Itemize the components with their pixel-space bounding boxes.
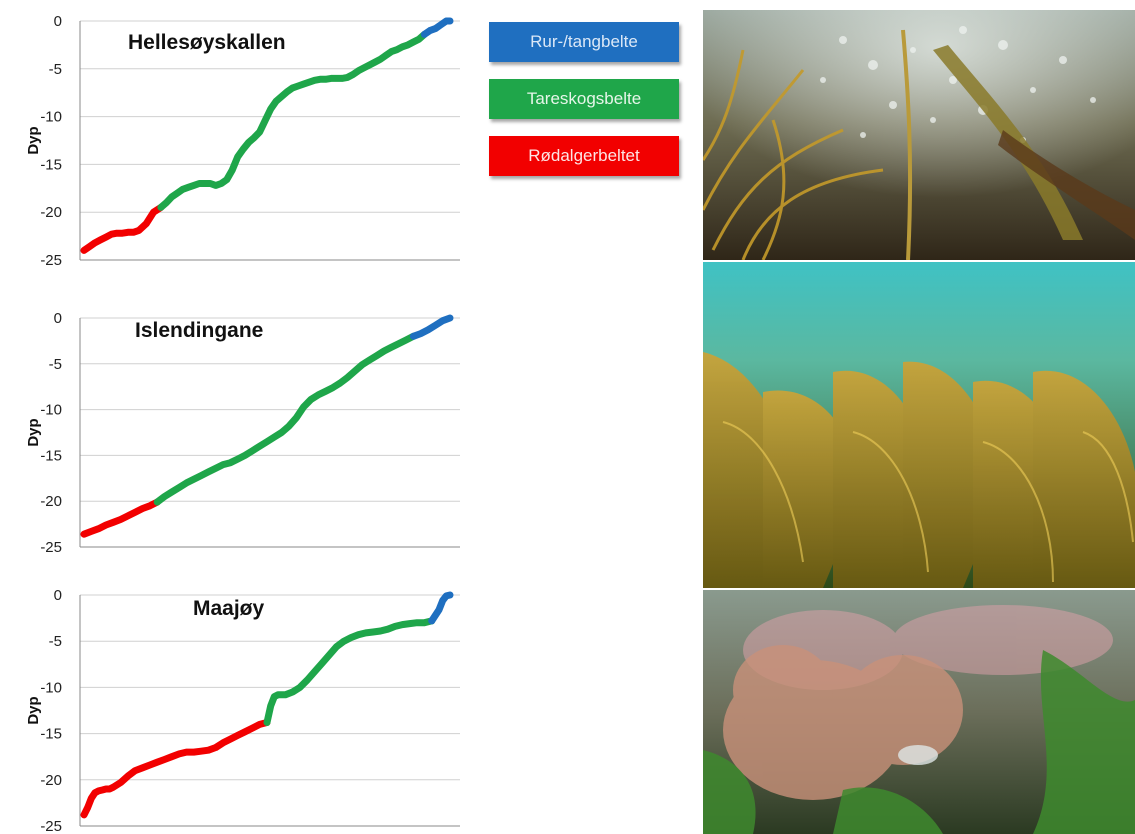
y-tick-label: -20 xyxy=(40,493,62,510)
y-tick-label: -20 xyxy=(40,204,62,221)
legend-item-tareskogsbelte: Tareskogsbelte xyxy=(489,79,679,119)
y-tick-label: -5 xyxy=(49,633,62,650)
legend-label-rodalgerbeltet: Rødalgerbeltet xyxy=(528,146,640,165)
y-tick-label: -25 xyxy=(40,252,62,269)
y-tick-label: -10 xyxy=(40,109,62,126)
y-axis-label: Dyp xyxy=(25,418,42,446)
series-tareskogsbelte xyxy=(263,617,436,726)
photo-kelp-forest xyxy=(703,262,1135,588)
y-tick-label: -15 xyxy=(40,156,62,173)
y-tick-label: -5 xyxy=(49,356,62,373)
legend-label-rur-tangbelte: Rur-/tangbelte xyxy=(530,32,638,51)
chart-title: Maajøy xyxy=(193,597,265,620)
y-tick-label: 0 xyxy=(54,587,62,604)
charts-canvas: 0 -5 -10 -15 -20 -25 Dyp Hellesøyskallen 0 -5 -10… xyxy=(25,13,460,834)
y-tick-label: -5 xyxy=(49,61,62,78)
y-axis-label: Dyp xyxy=(25,126,42,154)
y-tick-label: -15 xyxy=(40,447,62,464)
photo-red-algae xyxy=(703,590,1135,834)
series-rur-tangbelte xyxy=(428,591,454,625)
chart-hellesoyskallen: 0 -5 -10 -15 -20 -25 Dyp Hellesøyskallen xyxy=(25,13,460,269)
photo-rocky-seaweed xyxy=(703,10,1135,260)
series-rodalgerbeltet xyxy=(80,203,165,254)
y-tick-label: -15 xyxy=(40,726,62,743)
y-tick-label: -10 xyxy=(40,679,62,696)
chart-islendingane: 0 -5 -10 -15 -20 -25 Dyp Islendingane xyxy=(25,310,460,556)
y-tick-label: -25 xyxy=(40,818,62,834)
chart-title: Islendingane xyxy=(135,319,263,342)
legend-item-rodalgerbeltet: Rødalgerbeltet xyxy=(489,136,679,176)
y-tick-label: -10 xyxy=(40,402,62,419)
series-tareskogsbelte xyxy=(153,332,417,506)
chart-maajoy: 0 -5 -10 -15 -20 -25 Dyp Maajøy xyxy=(25,587,460,834)
depth-profile-line xyxy=(83,20,450,252)
photo-kelp-forest-image xyxy=(703,262,1135,588)
legend-label-tareskogsbelte: Tareskogsbelte xyxy=(526,89,642,108)
legend-item-rur-tangbelte: Rur-/tangbelte xyxy=(489,22,679,62)
chart-title: Hellesøyskallen xyxy=(128,31,286,54)
photo-red-algae-image xyxy=(703,590,1135,834)
y-tick-label: 0 xyxy=(54,310,62,327)
depth-profile-line xyxy=(83,317,451,536)
photo-rocky-seaweed-image xyxy=(703,10,1135,260)
y-tick-label: 0 xyxy=(54,13,62,30)
series-rodalgerbeltet xyxy=(80,498,161,538)
series-rodalgerbeltet xyxy=(80,719,271,819)
y-tick-label: -25 xyxy=(40,539,62,556)
y-axis-label: Dyp xyxy=(25,696,42,724)
series-rur-tangbelte xyxy=(409,314,454,340)
y-tick-label: -20 xyxy=(40,772,62,789)
series-tareskogsbelte xyxy=(157,30,428,211)
series-rur-tangbelte xyxy=(420,17,454,38)
